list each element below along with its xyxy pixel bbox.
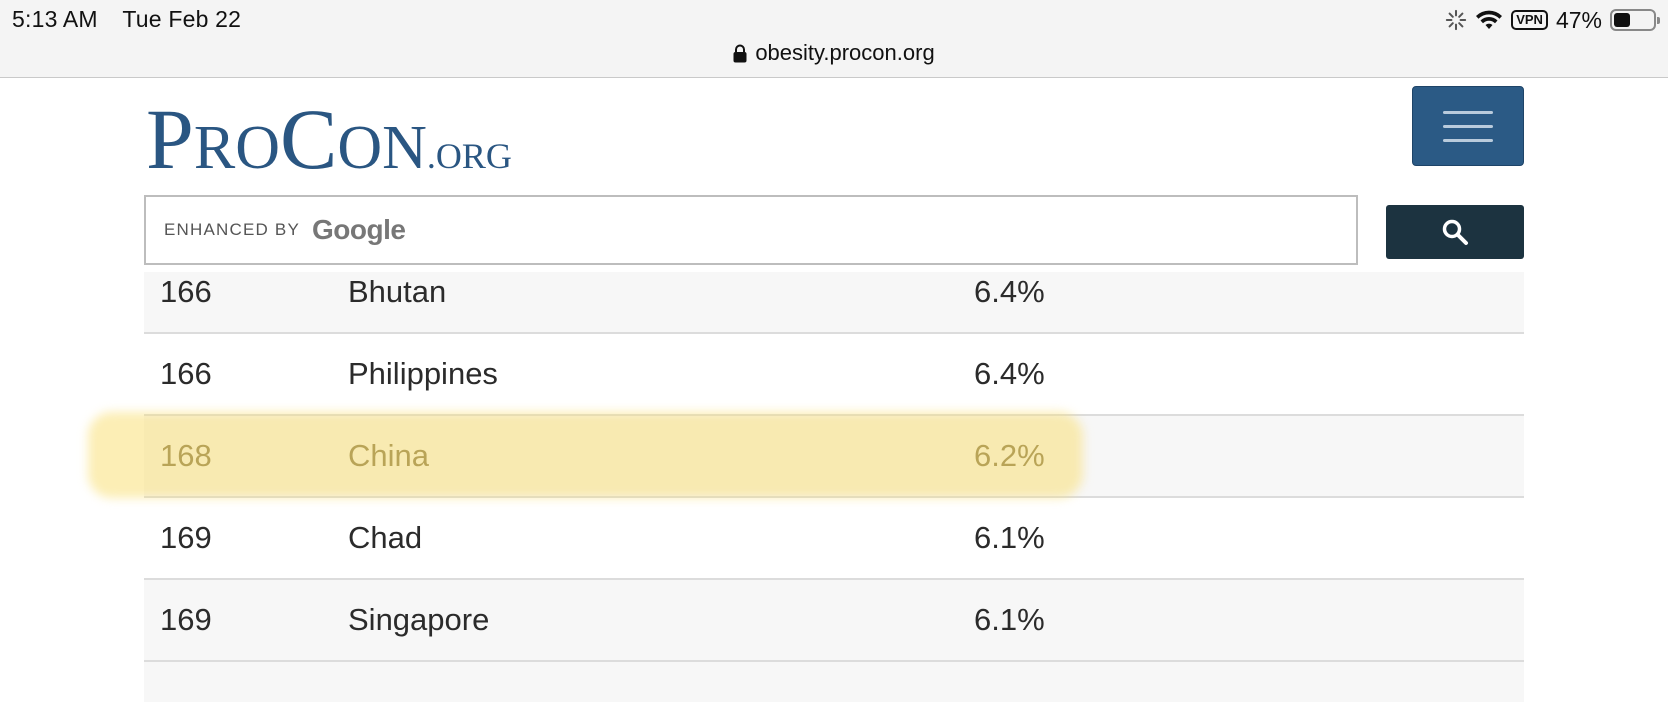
rank-cell: 169 [160,602,212,637]
activity-icon [1446,9,1467,31]
hamburger-icon [1443,138,1493,142]
percent-cell: 6.1% [974,520,1045,555]
status-date: Tue Feb 22 [122,6,242,32]
status-bar-right: VPN 47% [1445,6,1660,34]
battery-level [1614,13,1630,27]
country-cell: Singapore [348,602,490,637]
country-cell: Bhutan [348,274,447,309]
address-bar[interactable]: obesity.procon.org [0,40,1668,66]
search-google-brand: Google [312,214,406,245]
hamburger-icon [1443,124,1493,128]
url-text[interactable]: obesity.procon.org [755,40,935,65]
logo-letters-on: ON [337,114,427,182]
country-cell: China [348,438,429,473]
percent-cell: 6.1% [974,602,1045,637]
obesity-ranking-table: 166 Bhutan 6.4% 166 Philippines 6.4% 168… [144,272,1524,702]
vpn-badge: VPN [1511,10,1548,30]
search-input[interactable]: ENHANCED BY Google [144,195,1358,265]
table-row-highlighted: 168 China 6.2% [144,416,1524,498]
menu-button[interactable] [1412,86,1524,166]
country-cell: Chad [348,520,423,555]
battery-icon [1610,9,1660,31]
logo-letter-p: P [146,91,194,187]
lock-icon [733,44,747,62]
percent-cell: 6.4% [974,356,1045,391]
table-row: 166 Bhutan 6.4% [144,272,1524,334]
table-row-partial [144,662,1524,702]
percent-cell: 6.2% [974,438,1045,473]
table-row: 169 Singapore 6.1% [144,580,1524,662]
logo-letters-ro: RO [193,114,280,182]
percent-cell: 6.4% [974,274,1045,309]
search-button[interactable] [1386,205,1524,259]
battery-percent: 47% [1555,6,1602,33]
table-row: 166 Philippines 6.4% [144,334,1524,416]
procon-logo[interactable]: PROCON.ORG [146,96,512,182]
hamburger-icon [1443,110,1493,114]
search-enhanced-by: ENHANCED BY [164,220,301,239]
search-icon [1442,219,1468,245]
logo-org: .ORG [426,136,512,176]
country-cell: Philippines [348,356,498,391]
rank-cell: 169 [160,520,212,555]
logo-letter-c: C [279,91,338,187]
browser-chrome: 5:13 AM Tue Feb 22 VPN 47% [0,0,1668,78]
status-bar-left: 5:13 AM Tue Feb 22 [12,6,241,33]
wifi-icon [1476,10,1503,29]
rank-cell: 166 [160,274,212,309]
rank-cell: 168 [160,438,212,473]
table-row: 169 Chad 6.1% [144,498,1524,580]
status-time: 5:13 AM [12,6,98,32]
rank-cell: 166 [160,356,212,391]
